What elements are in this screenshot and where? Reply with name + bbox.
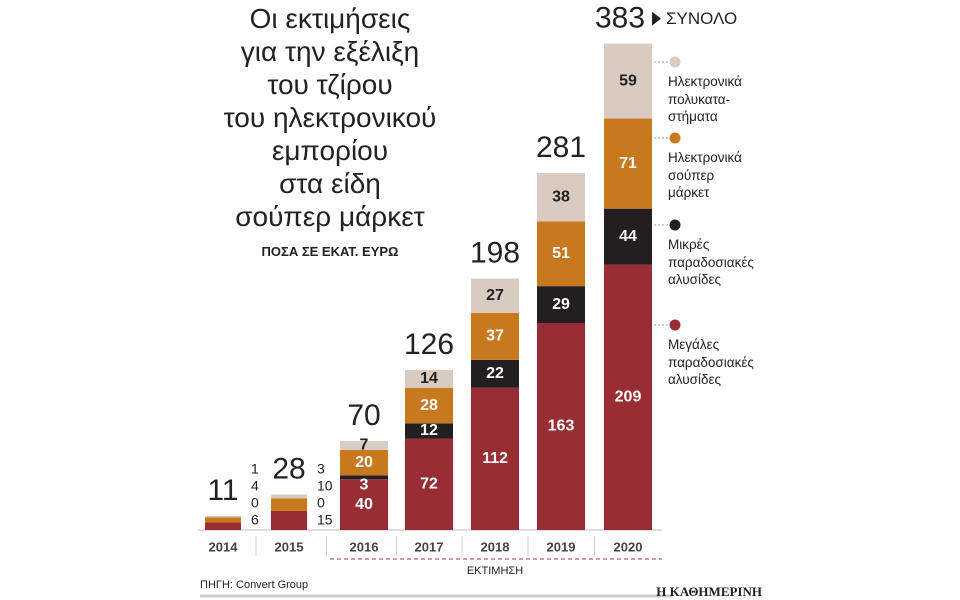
x-tick-label: 2018 (481, 539, 510, 554)
x-tick-label: 2016 (350, 539, 379, 554)
value-label: 29 (552, 296, 570, 313)
value-label: 20 (355, 454, 373, 471)
value-label: 28 (420, 397, 438, 414)
value-label: 38 (552, 188, 570, 205)
value-label: 37 (486, 328, 504, 345)
x-tick-label: 2014 (209, 539, 239, 554)
bar-segment (340, 475, 388, 480)
value-label: 10 (317, 478, 333, 494)
value-label: 209 (615, 389, 642, 406)
bar-segment (604, 208, 652, 265)
bar-segment (405, 423, 453, 439)
bar-segment (537, 322, 585, 530)
bar-segment (340, 441, 388, 450)
x-tick-label: 2020 (614, 539, 643, 554)
total-arrow (652, 11, 661, 26)
estimate-label: ΕΚΤΙΜΗΣΗ (467, 565, 523, 577)
value-label: 14 (420, 370, 438, 387)
legend-label: Μικρές παραδοσιακές αλυσίδες (668, 237, 754, 287)
bar-segment (340, 479, 388, 530)
x-tick-label: 2015 (275, 539, 304, 554)
x-tick-label: 2019 (547, 539, 576, 554)
value-label: 6 (251, 512, 259, 528)
total-label: 11 (207, 474, 238, 507)
bar-segment (405, 369, 453, 388)
legend-marker (669, 56, 681, 68)
total-label: 383 (595, 2, 645, 35)
bar-segment (537, 221, 585, 287)
bar-segment (604, 43, 652, 119)
bar-segment (604, 118, 652, 209)
value-label: 15 (317, 512, 333, 528)
total-label: 281 (536, 131, 586, 164)
chart-title: Οι εκτιμήσεις για την εξέλιξη του τζίρου… (223, 3, 437, 232)
total-label: 70 (347, 399, 380, 432)
value-label: 4 (251, 478, 259, 494)
brand: Η ΚΑΘΗΜΕΡΙΝΗ (656, 584, 762, 599)
total-caption: ΣΥΝΟΛΟ (666, 9, 737, 28)
value-label: 7 (360, 436, 369, 453)
total-label: 28 (272, 452, 305, 485)
bar-segment (471, 387, 519, 530)
legend-marker (669, 319, 681, 331)
value-label: 3 (317, 461, 325, 477)
value-label: 12 (420, 422, 438, 439)
bar-segment (271, 494, 307, 499)
bar-segment (205, 516, 241, 518)
value-label: 3 (360, 476, 369, 493)
bar-segment (405, 438, 453, 530)
total-label: 198 (470, 236, 520, 269)
bar-segment (471, 359, 519, 388)
value-label: 59 (619, 72, 637, 89)
bar-segment (405, 387, 453, 424)
legend-label: Ηλεκτρονικά σούπερ μάρκετ (668, 150, 742, 200)
total-label: 126 (404, 328, 454, 361)
value-label: 44 (619, 228, 637, 245)
legend-marker (669, 132, 681, 144)
value-label: 163 (548, 418, 575, 435)
value-label: 51 (552, 245, 570, 262)
bar-segment (205, 522, 241, 530)
bar-segment (537, 173, 585, 222)
legend-label: Μεγάλες παραδοσιακές αλυσίδες (668, 337, 754, 387)
x-tick-label: 2017 (415, 539, 444, 554)
bar-segment (471, 312, 519, 360)
value-label: 0 (317, 495, 325, 511)
chart-subtitle: ΠΟΣΑ ΣΕ ΕΚΑΤ. ΕΥΡΩ (261, 244, 399, 259)
bar-segment (537, 286, 585, 323)
legend-label: Ηλεκτρονικά πολυκατα- στήματα (668, 74, 742, 124)
value-label: 1 (251, 461, 259, 477)
value-label: 40 (355, 496, 373, 513)
bar-segment (604, 264, 652, 530)
value-label: 112 (482, 450, 508, 467)
value-label: 0 (251, 495, 259, 511)
bar-segment (471, 278, 519, 313)
legend-marker (669, 219, 681, 231)
value-label: 27 (486, 287, 504, 304)
bar-segment (271, 498, 307, 511)
source: ΠΗΓΗ: Convert Group (200, 579, 308, 591)
value-label: 71 (619, 155, 637, 172)
bar-segment (271, 510, 307, 530)
bar-segment (205, 517, 241, 523)
value-label: 72 (420, 475, 438, 492)
bar-segment (340, 449, 388, 476)
value-label: 22 (486, 365, 504, 382)
